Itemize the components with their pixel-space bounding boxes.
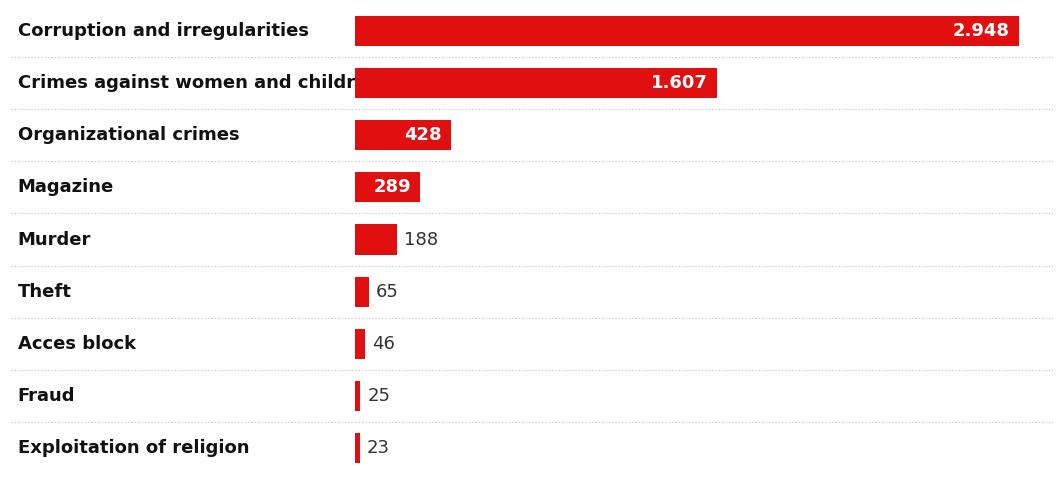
Text: 23: 23 <box>367 439 389 457</box>
Text: Organizational crimes: Organizational crimes <box>17 126 239 144</box>
Bar <box>354 329 365 359</box>
Text: Exploitation of religion: Exploitation of religion <box>17 439 249 457</box>
Text: Murder: Murder <box>17 230 90 249</box>
Bar <box>354 172 420 203</box>
Bar <box>354 16 1019 46</box>
Text: Magazine: Magazine <box>17 178 114 196</box>
Bar <box>354 276 369 307</box>
Bar <box>354 433 360 463</box>
Text: 2.948: 2.948 <box>953 22 1010 40</box>
Text: 65: 65 <box>377 283 399 301</box>
Bar <box>354 68 717 98</box>
Text: Theft: Theft <box>17 283 71 301</box>
Text: Acces block: Acces block <box>17 335 135 353</box>
Text: 289: 289 <box>373 178 411 196</box>
Text: 1.607: 1.607 <box>651 74 708 92</box>
Bar <box>354 224 397 255</box>
Text: 188: 188 <box>404 230 438 249</box>
Bar <box>354 120 451 150</box>
Text: Corruption and irregularities: Corruption and irregularities <box>17 22 309 40</box>
Text: Fraud: Fraud <box>17 387 76 405</box>
Text: Crimes against women and children: Crimes against women and children <box>17 74 380 92</box>
Text: 46: 46 <box>371 335 395 353</box>
Text: 428: 428 <box>404 126 443 144</box>
Text: 25: 25 <box>367 387 390 405</box>
Bar <box>354 381 361 411</box>
